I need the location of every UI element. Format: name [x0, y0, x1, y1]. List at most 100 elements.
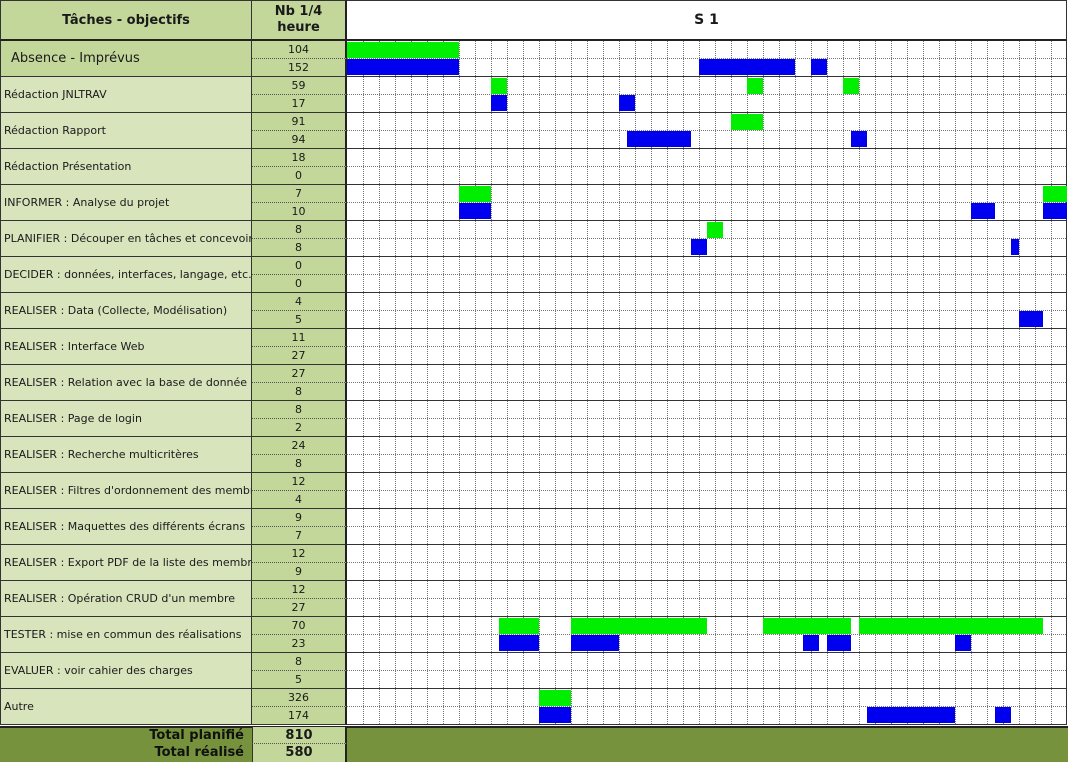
planned-bar [499, 618, 539, 634]
task-label-text: REALISER : Opération CRUD d'un membre [4, 592, 236, 605]
task-label-text: EVALUER : voir cahier des charges [4, 664, 193, 677]
timeline-row [347, 437, 1067, 473]
half-divider [347, 310, 1066, 311]
task-label: REALISER : Relation avec la base de donn… [0, 365, 252, 401]
actual-count: 4 [252, 491, 347, 509]
actual-count: 152 [252, 59, 347, 77]
half-divider [347, 418, 1066, 419]
timeline-row [347, 149, 1067, 185]
planned-bar [707, 222, 723, 238]
tasks-header-label: Tâches - objectifs [62, 12, 190, 28]
task-label-text: Rédaction Rapport [4, 124, 106, 137]
actual-count: 17 [252, 95, 347, 113]
half-divider [347, 526, 1066, 527]
timeline-row [347, 41, 1067, 77]
task-label: INFORMER : Analyse du projet [0, 185, 252, 221]
timeline-row [347, 581, 1067, 617]
planned-count: 12 [252, 545, 347, 563]
planned-bar [859, 618, 1043, 634]
half-divider [347, 454, 1066, 455]
actual-bar [955, 635, 971, 651]
task-label: EVALUER : voir cahier des charges [0, 653, 252, 689]
planned-count: 11 [252, 329, 347, 347]
actual-bar [627, 131, 691, 147]
actual-bar [995, 707, 1011, 723]
task-label-text: REALISER : Data (Collecte, Modélisation) [4, 304, 228, 317]
task-label-text: REALISER : Recherche multicritères [4, 448, 199, 461]
actual-count: 10 [252, 203, 347, 221]
actual-count: 174 [252, 707, 347, 725]
total-planned-value: 810 [252, 727, 347, 744]
planned-count: 18 [252, 149, 347, 167]
total-actual-value: 580 [252, 744, 347, 762]
actual-count: 7 [252, 527, 347, 545]
half-divider [347, 382, 1066, 383]
actual-count: 9 [252, 563, 347, 581]
task-label-text: Absence - Imprévus [11, 51, 140, 66]
task-label: PLANIFIER : Découper en tâches et concev… [0, 221, 252, 257]
total-actual-label: Total réalisé [154, 745, 244, 760]
task-label: DECIDER : données, interfaces, langage, … [0, 257, 252, 293]
actual-count: 8 [252, 455, 347, 473]
timeline-row [347, 185, 1067, 221]
planned-bar [843, 78, 859, 94]
actual-count: 5 [252, 671, 347, 689]
actual-bar [971, 203, 995, 219]
actual-bar [1043, 203, 1067, 219]
tasks-header: Tâches - objectifs [0, 0, 252, 41]
timeline-row [347, 113, 1067, 149]
task-label: REALISER : Data (Collecte, Modélisation) [0, 293, 252, 329]
planned-bar [747, 78, 763, 94]
actual-count: 8 [252, 239, 347, 257]
half-divider [347, 58, 1066, 59]
planned-bar [539, 690, 571, 706]
half-divider [347, 94, 1066, 95]
task-label-text: REALISER : Relation avec la base de donn… [4, 376, 252, 389]
task-label-text: Rédaction JNLTRAV [4, 88, 107, 101]
actual-count: 5 [252, 311, 347, 329]
planned-count: 91 [252, 113, 347, 131]
half-divider [347, 166, 1066, 167]
half-divider [347, 598, 1066, 599]
half-divider [347, 706, 1066, 707]
actual-bar [827, 635, 851, 651]
actual-bar [499, 635, 539, 651]
planned-count: 4 [252, 293, 347, 311]
half-divider [347, 634, 1066, 635]
task-label: REALISER : Opération CRUD d'un membre [0, 581, 252, 617]
task-label-text: TESTER : mise en commun des réalisations [4, 628, 242, 641]
actual-bar [347, 59, 459, 75]
actual-bar [803, 635, 819, 651]
actual-bar [691, 239, 707, 255]
actual-count: 27 [252, 599, 347, 617]
total-planned-label: Total planifié [149, 728, 244, 743]
actual-count: 2 [252, 419, 347, 437]
timeline-row [347, 293, 1067, 329]
half-divider [347, 238, 1066, 239]
half-divider [347, 490, 1066, 491]
timeline-row [347, 653, 1067, 689]
planned-bar [731, 114, 763, 130]
task-label: REALISER : Export PDF de la liste des me… [0, 545, 252, 581]
task-label-text: REALISER : Interface Web [4, 340, 145, 353]
actual-bar [851, 131, 867, 147]
half-divider [347, 274, 1066, 275]
actual-bar [811, 59, 827, 75]
actual-bar [867, 707, 955, 723]
timeline-row [347, 545, 1067, 581]
timeline-row [347, 365, 1067, 401]
half-divider [347, 562, 1066, 563]
task-label: REALISER : Filtres d'ordonnement des mem… [0, 473, 252, 509]
task-label: REALISER : Page de login [0, 401, 252, 437]
actual-bar [571, 635, 619, 651]
planned-bar [1043, 186, 1067, 202]
task-label: Rédaction Rapport [0, 113, 252, 149]
actual-count: 94 [252, 131, 347, 149]
planned-count: 70 [252, 617, 347, 635]
task-label: REALISER : Interface Web [0, 329, 252, 365]
task-label: Rédaction JNLTRAV [0, 77, 252, 113]
timeline-row [347, 401, 1067, 437]
task-label-text: Autre [4, 700, 34, 713]
planned-bar [459, 186, 491, 202]
task-label-text: PLANIFIER : Découper en tâches et concev… [4, 232, 252, 245]
